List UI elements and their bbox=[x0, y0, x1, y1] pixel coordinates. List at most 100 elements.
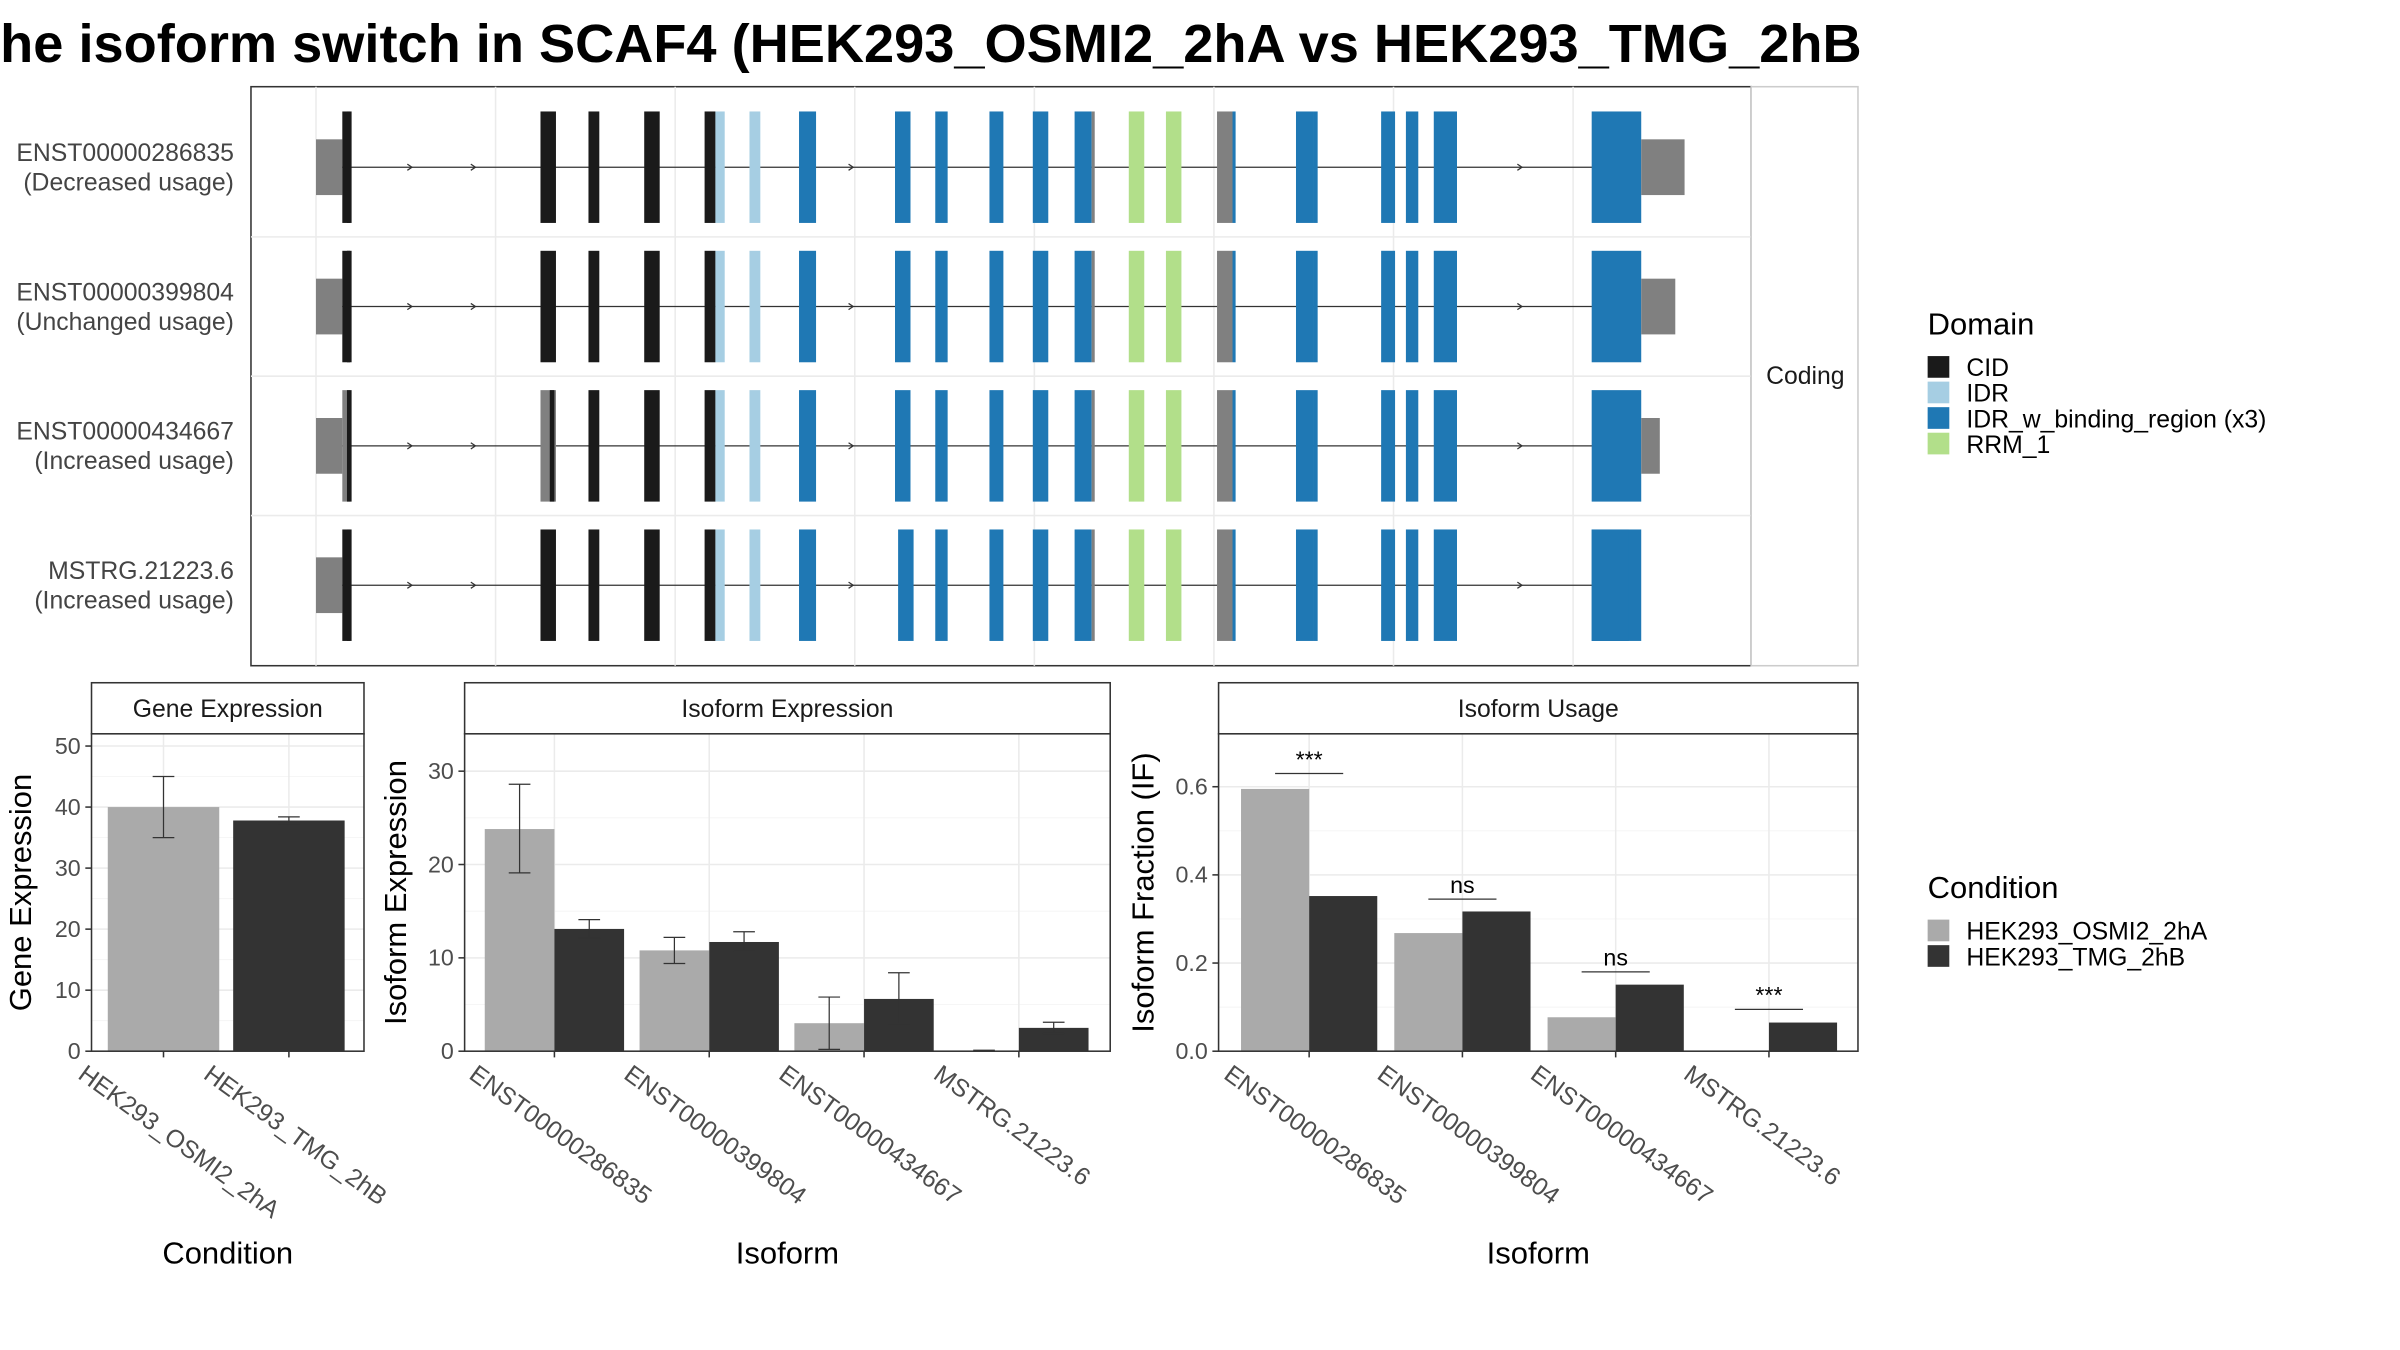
isoform-expression-chart: Isoform Expression0102030ENST00000286835… bbox=[378, 681, 1111, 1270]
bar bbox=[1394, 933, 1463, 1052]
bar bbox=[1462, 911, 1531, 1052]
legend-label: RRM_1 bbox=[1966, 432, 2050, 459]
exon-block bbox=[715, 529, 725, 641]
x-tick-label: MSTRG.21223.6 bbox=[929, 1061, 1095, 1192]
legend-swatch bbox=[1927, 432, 1950, 455]
exon-block bbox=[1313, 250, 1318, 363]
direction-arrow bbox=[406, 163, 414, 171]
exon-block bbox=[346, 250, 352, 363]
direction-arrow bbox=[848, 581, 855, 589]
transcript-row bbox=[315, 390, 1660, 502]
significance-label: ns bbox=[1603, 945, 1628, 971]
utr5-block bbox=[315, 139, 343, 196]
exon-block bbox=[898, 529, 914, 641]
exon-block bbox=[588, 111, 600, 223]
exon-block bbox=[1381, 529, 1396, 641]
x-tick-label: MSTRG.21223.6 bbox=[1679, 1061, 1845, 1192]
direction-arrow bbox=[1517, 442, 1524, 450]
exon-block bbox=[1433, 111, 1457, 223]
exon-block bbox=[346, 390, 352, 502]
exon-block bbox=[1405, 250, 1419, 363]
exon-block bbox=[1032, 111, 1049, 223]
exon-block bbox=[1032, 529, 1049, 641]
exon-block bbox=[715, 250, 725, 363]
significance-label: ns bbox=[1450, 872, 1475, 898]
y-axis-label: Isoform Expression bbox=[378, 760, 413, 1025]
exon-block bbox=[342, 111, 351, 223]
exon-block bbox=[1295, 250, 1314, 363]
panel-title: Gene Expression bbox=[133, 696, 323, 723]
exon-block bbox=[715, 111, 725, 223]
exon-block bbox=[989, 390, 1004, 502]
x-axis-label: Condition bbox=[162, 1235, 293, 1270]
transcript-id-label: ENST00000434667 bbox=[16, 419, 234, 446]
exon-block bbox=[1591, 529, 1629, 641]
direction-arrow bbox=[848, 442, 855, 450]
exon-block bbox=[935, 529, 948, 641]
legend-label: HEK293_TMG_2hB bbox=[1966, 944, 2185, 971]
bar bbox=[1768, 1022, 1838, 1052]
exon-block bbox=[1128, 250, 1145, 363]
exon-block bbox=[1217, 111, 1233, 223]
legend-swatch bbox=[1927, 356, 1950, 378]
y-tick-label: 10 bbox=[55, 977, 81, 1003]
exon-block bbox=[644, 390, 660, 502]
transcript-usage-label: (Increased usage) bbox=[34, 448, 234, 475]
legend-label: CID bbox=[1966, 355, 2009, 382]
exon-block bbox=[1074, 250, 1092, 363]
bar bbox=[1547, 1017, 1616, 1052]
y-tick-label: 0.6 bbox=[1175, 773, 1207, 799]
exon-block bbox=[588, 250, 600, 363]
exon-block bbox=[1591, 111, 1642, 223]
exon-block bbox=[1091, 390, 1095, 502]
bar bbox=[107, 807, 220, 1052]
bar bbox=[1615, 984, 1684, 1052]
transcript-id-label: ENST00000399804 bbox=[16, 279, 234, 306]
y-axis-label: Gene Expression bbox=[3, 774, 38, 1011]
y-tick-label: 50 bbox=[55, 733, 81, 759]
exon-block bbox=[1091, 250, 1095, 363]
bar bbox=[554, 928, 625, 1052]
exon-block bbox=[1313, 111, 1318, 223]
y-tick-label: 0 bbox=[68, 1038, 81, 1064]
utr3-block bbox=[1641, 139, 1685, 196]
plot-frame bbox=[1217, 733, 1859, 1052]
y-axis-label: Isoform Fraction (IF) bbox=[1126, 752, 1161, 1032]
coding-strip: Coding bbox=[1750, 85, 1859, 667]
exon-block bbox=[1091, 529, 1095, 641]
direction-arrow bbox=[470, 581, 477, 589]
exon-block bbox=[704, 390, 716, 502]
exon-block bbox=[989, 529, 1004, 641]
exon-block bbox=[1405, 111, 1419, 223]
exon-block bbox=[1232, 250, 1236, 363]
exon-block bbox=[749, 111, 761, 223]
exon-block bbox=[588, 390, 600, 502]
utr3-block bbox=[1641, 418, 1660, 474]
exon-block bbox=[989, 250, 1004, 363]
transcript-row bbox=[315, 529, 1642, 641]
panel-title: Isoform Usage bbox=[1458, 696, 1619, 723]
exon-block bbox=[895, 390, 911, 502]
exon-block bbox=[799, 250, 817, 363]
exon-block bbox=[1232, 390, 1236, 502]
panel-strip bbox=[463, 681, 1111, 735]
transcript-usage-label: (Increased usage) bbox=[34, 587, 234, 614]
exon-block bbox=[1165, 250, 1182, 363]
y-tick-label: 20 bbox=[55, 916, 81, 942]
transcript-row bbox=[315, 250, 1676, 363]
bar bbox=[709, 941, 779, 1052]
utr3-block bbox=[1641, 278, 1676, 335]
exon-block bbox=[1381, 111, 1396, 223]
exon-block bbox=[1128, 390, 1145, 502]
exon-block bbox=[342, 390, 351, 502]
exon-block bbox=[1032, 250, 1049, 363]
exon-block bbox=[1165, 529, 1182, 641]
exon-block bbox=[644, 529, 660, 641]
exon-block bbox=[1217, 529, 1233, 641]
exon-block bbox=[540, 111, 556, 223]
exon-block bbox=[346, 529, 352, 641]
direction-arrow bbox=[1517, 302, 1524, 311]
transcript-panel: ENST00000286835(Decreased usage) ENST0000… bbox=[16, 85, 1752, 667]
exon-block bbox=[644, 111, 660, 223]
